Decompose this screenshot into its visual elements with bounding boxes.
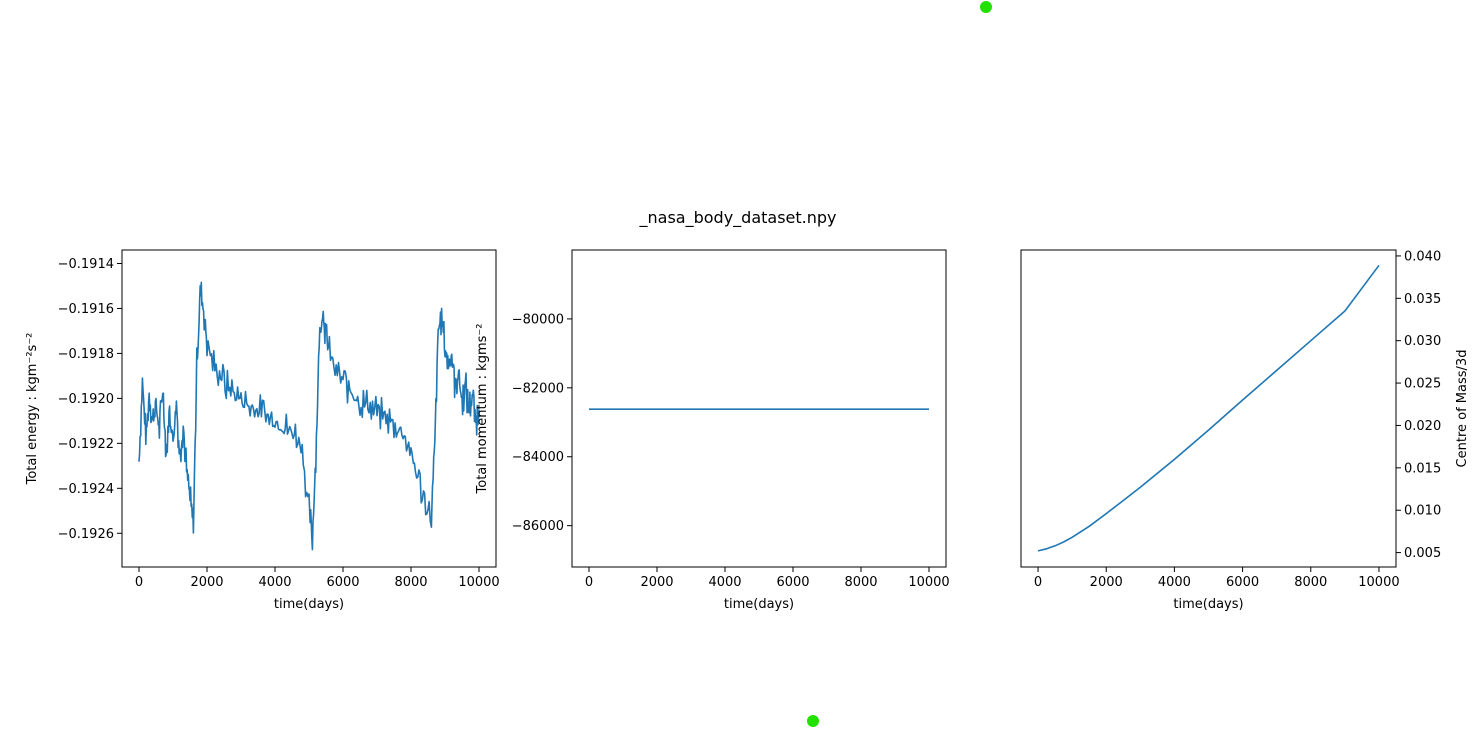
y-tick-label: 0.030 xyxy=(1404,334,1441,349)
x-tick-label: 4000 xyxy=(258,575,291,590)
y-tick-label: −84000 xyxy=(512,450,564,465)
subplot-panels: 0 2000 4000 6000 8000 10000 −0.1926 −0.1924 −0.1… xyxy=(25,249,1470,612)
y-tick-label: −0.1926 xyxy=(58,527,114,542)
x-tick-label: 0 xyxy=(1034,575,1042,590)
y-tick-label: 0.010 xyxy=(1404,504,1441,519)
y-tick-label: −0.1918 xyxy=(58,347,114,362)
subplot-3: 0 2000 4000 6000 8000 10000 0.005 0.010 0.015 0.0… xyxy=(1020,249,1470,612)
x-tick-label: 8000 xyxy=(844,575,877,590)
x-tick-label: 6000 xyxy=(326,575,359,590)
y-tick-label: 0.040 xyxy=(1404,249,1441,264)
x-tick-label: 8000 xyxy=(394,575,427,590)
x-axis-label: time(days) xyxy=(1173,597,1243,612)
y-tick-label: −86000 xyxy=(512,519,564,534)
series-line-1 xyxy=(138,281,480,551)
figure-title: _nasa_body_dataset.npy xyxy=(639,208,837,228)
y-tick-label: −80000 xyxy=(512,312,564,327)
x-tick-label: 6000 xyxy=(1226,575,1259,590)
y-axis-label: Total momentum : kgms⁻² xyxy=(475,324,490,495)
y-tick-label: −0.1916 xyxy=(58,302,114,317)
subplot-1: 0 2000 4000 6000 8000 10000 −0.1926 −0.1924 −0.1… xyxy=(25,249,500,612)
y-tick-label: 0.015 xyxy=(1404,461,1441,476)
y-tick-label: 0.035 xyxy=(1404,292,1441,307)
x-tick-label: 4000 xyxy=(1158,575,1191,590)
y-tick-label: −0.1924 xyxy=(58,482,114,497)
x-tick-label: 6000 xyxy=(776,575,809,590)
y-tick-label: −0.1922 xyxy=(58,437,114,452)
x-tick-label: 4000 xyxy=(708,575,741,590)
green-marker-bottom xyxy=(807,715,819,727)
y-tick-label: 0.020 xyxy=(1404,419,1441,434)
series-line-1 xyxy=(1037,264,1380,552)
x-tick-label: 10000 xyxy=(458,575,499,590)
y-tick-label: −0.1920 xyxy=(58,392,114,407)
x-tick-label: 2000 xyxy=(1090,575,1123,590)
y-tick-label: −0.1914 xyxy=(58,257,114,272)
y-tick-label: 0.005 xyxy=(1404,546,1441,561)
axes-frame xyxy=(121,249,497,568)
y-tick-label: 0.025 xyxy=(1404,377,1441,392)
y-tick-label: −82000 xyxy=(512,381,564,396)
x-tick-label: 8000 xyxy=(1294,575,1327,590)
x-tick-label: 10000 xyxy=(908,575,949,590)
x-tick-label: 2000 xyxy=(640,575,673,590)
x-tick-label: 0 xyxy=(585,575,593,590)
axes-frame xyxy=(1020,249,1397,568)
y-axis-label: Total energy : kgm⁻²s⁻² xyxy=(25,333,40,486)
y-axis-label: Centre of Mass/3d xyxy=(1455,350,1470,468)
x-tick-label: 0 xyxy=(135,575,143,590)
green-marker-top xyxy=(980,1,992,13)
x-tick-label: 10000 xyxy=(1358,575,1399,590)
x-axis-label: time(days) xyxy=(724,597,794,612)
axes-frame xyxy=(571,249,947,568)
subplot-2: 0 2000 4000 6000 8000 10000 −86000 −84000 −82000… xyxy=(475,249,950,612)
x-tick-label: 2000 xyxy=(190,575,223,590)
x-axis-label: time(days) xyxy=(274,597,344,612)
